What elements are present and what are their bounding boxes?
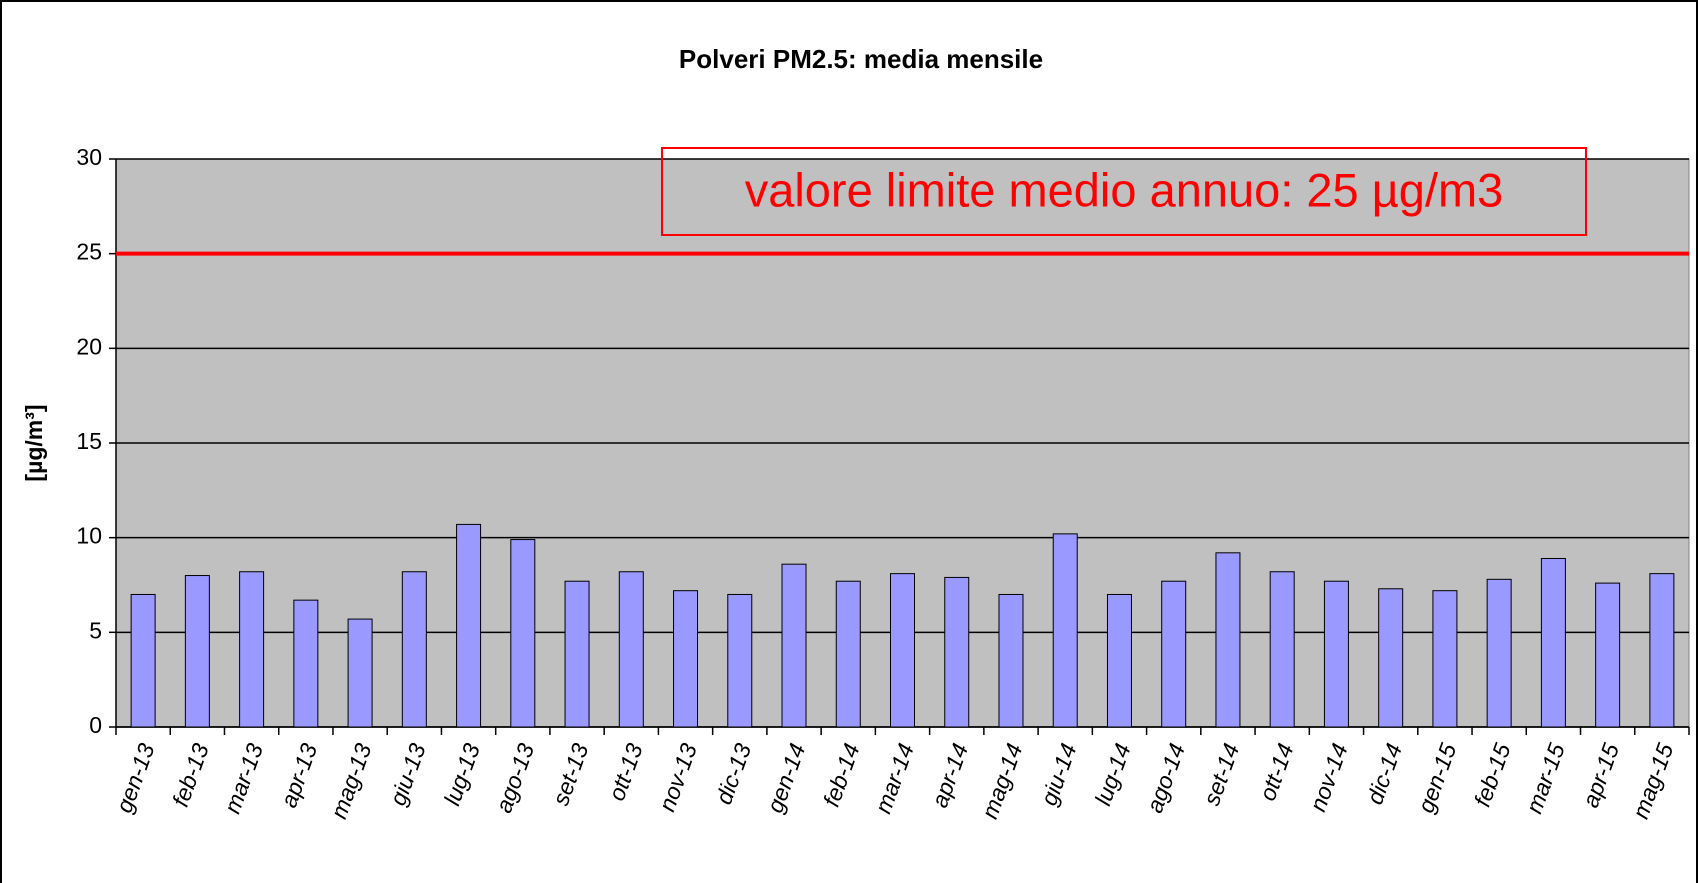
bar xyxy=(456,523,482,728)
chart-title: Polveri PM2.5: media mensile xyxy=(679,44,1043,74)
bar xyxy=(1432,590,1458,728)
bar xyxy=(1269,571,1295,728)
bar xyxy=(890,573,915,728)
y-tick-label: 15 xyxy=(76,428,102,454)
bar xyxy=(781,563,807,728)
bar xyxy=(184,575,210,728)
bar xyxy=(347,618,373,728)
bar xyxy=(1378,588,1404,728)
y-tick-label: 25 xyxy=(76,239,102,265)
bar xyxy=(1595,582,1621,728)
bar xyxy=(673,590,699,728)
y-tick-label: 10 xyxy=(76,523,102,549)
y-tick-label: 5 xyxy=(89,617,102,643)
bar xyxy=(1649,573,1675,728)
y-axis-label: [µg/m³] xyxy=(21,404,47,481)
bar xyxy=(944,576,970,728)
y-tick-label: 20 xyxy=(76,333,102,359)
bar xyxy=(618,571,644,728)
bar xyxy=(1052,533,1078,728)
bar xyxy=(1106,593,1132,728)
annotation-text: valore limite medio annuo: 25 µg/m3 xyxy=(745,163,1504,216)
bar xyxy=(727,593,753,728)
bar xyxy=(564,580,590,728)
bar xyxy=(510,539,536,728)
bar xyxy=(998,593,1024,728)
bar xyxy=(835,580,861,728)
bar xyxy=(401,571,427,728)
bar xyxy=(1161,580,1187,728)
bar xyxy=(1215,552,1241,728)
y-tick-label: 0 xyxy=(89,712,102,738)
bar xyxy=(1323,580,1349,728)
bar xyxy=(293,599,319,728)
annotation-box xyxy=(661,147,1587,236)
bar xyxy=(239,571,265,728)
bar xyxy=(130,593,156,728)
y-tick-label: 30 xyxy=(76,144,102,170)
bar xyxy=(1486,578,1512,728)
bar xyxy=(1540,557,1566,728)
